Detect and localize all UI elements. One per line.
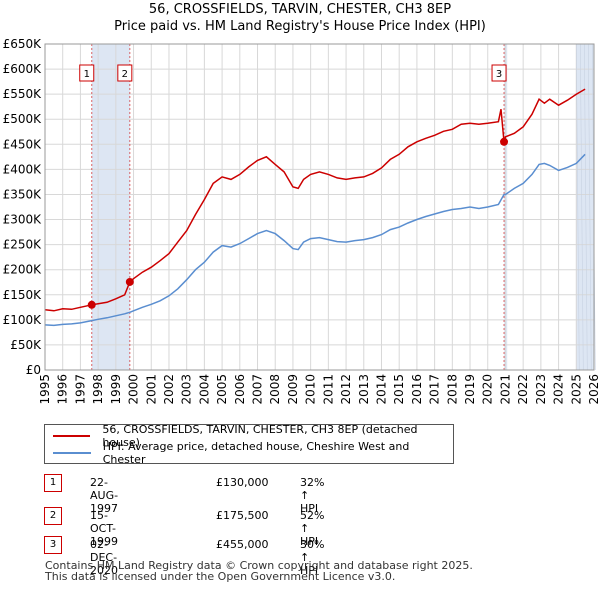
transaction-price: £130,000	[216, 476, 269, 489]
legend-item-property: 56, CROSSFIELDS, TARVIN, CHESTER, CH3 8E…	[53, 423, 453, 449]
footer-copyright: Contains HM Land Registry data © Crown c…	[45, 559, 473, 572]
legend-swatch-property	[53, 435, 91, 437]
x-tick-label: 2009	[286, 374, 300, 405]
x-tick-label: 1999	[109, 374, 123, 405]
x-tick-label: 2013	[357, 374, 371, 405]
x-tick-label: 2026	[587, 374, 600, 405]
x-tick-label: 2010	[304, 374, 318, 405]
future-hatch	[579, 43, 584, 371]
transaction-hpi-diff: 32% ↑ HPI	[300, 476, 325, 515]
legend-item-hpi: HPI: Average price, detached house, Ches…	[53, 440, 453, 466]
shaded-period	[576, 44, 594, 370]
x-tick-label: 2008	[268, 374, 282, 405]
transaction-marker: 1	[44, 474, 62, 492]
y-tick-label: £150K	[3, 288, 43, 302]
x-tick-label: 2007	[251, 374, 265, 405]
x-tick-label: 2003	[180, 374, 194, 405]
sale-point	[87, 300, 96, 309]
transaction-date: 02-DEC-2020	[90, 538, 118, 577]
x-tick-label: 2021	[498, 374, 512, 405]
y-tick-label: £550K	[3, 87, 43, 101]
sale-point	[125, 277, 134, 286]
x-tick-label: 2024	[552, 374, 566, 405]
x-tick-label: 2011	[321, 374, 335, 405]
x-tick-label: 2019	[463, 374, 477, 405]
future-hatch	[575, 43, 580, 371]
transaction-hpi-diff: 30% ↑ HPI	[300, 538, 325, 577]
transaction-price: £175,500	[216, 509, 269, 522]
x-tick-label: 2018	[445, 374, 459, 405]
x-tick-label: 2005	[215, 374, 229, 405]
y-tick-label: £450K	[3, 137, 43, 151]
sale-label-box	[117, 64, 133, 82]
x-tick-label: 2002	[162, 374, 176, 405]
x-tick-label: 2004	[197, 374, 211, 405]
sale-label-box	[79, 64, 95, 82]
x-tick-label: 2025	[569, 374, 583, 405]
price-chart: 1 2 3 £0 £50K £100K £150K £200K £250K £300K £350K £…	[3, 37, 600, 405]
x-tick-label: 2023	[534, 374, 548, 405]
sale-point	[500, 137, 509, 146]
x-tick-label: 2006	[233, 374, 247, 405]
y-tick-label: £600K	[3, 62, 43, 76]
y-tick-label: £400K	[3, 162, 43, 176]
future-hatch	[587, 43, 592, 371]
transaction-date: 15-OCT-1999	[90, 509, 118, 548]
future-hatch	[583, 43, 588, 371]
transaction-marker: 3	[44, 536, 62, 554]
y-tick-label: £0	[26, 363, 41, 377]
y-tick-label: £650K	[3, 37, 43, 51]
x-tick-label: 2000	[127, 374, 141, 405]
legend-swatch-hpi	[53, 452, 91, 454]
transaction-marker: 2	[44, 507, 62, 525]
y-tick-label: £300K	[3, 213, 43, 227]
transaction-date: 22-AUG-1997	[90, 476, 119, 515]
y-tick-label: £200K	[3, 263, 43, 277]
x-tick-label: 2012	[339, 374, 353, 405]
x-tick-label: 2014	[374, 374, 388, 405]
x-tick-label: 1997	[73, 374, 87, 405]
x-tick-label: 2001	[144, 374, 158, 405]
x-tick-label: 2015	[392, 374, 406, 405]
transaction-price: £455,000	[216, 538, 269, 551]
chart-title: 56, CROSSFIELDS, TARVIN, CHESTER, CH3 8E…	[148, 2, 452, 17]
sale-label: 1	[84, 69, 90, 80]
sale-label: 2	[122, 69, 128, 80]
y-tick-label: £250K	[3, 238, 43, 252]
sale-label: 3	[496, 69, 502, 80]
x-tick-label: 2020	[481, 374, 495, 405]
shaded-period	[91, 44, 130, 370]
y-tick-label: £50K	[10, 338, 42, 352]
x-tick-label: 1998	[91, 374, 105, 405]
footer: Contains HM Land Registry data © Crown c…	[45, 560, 473, 582]
plot-frame	[44, 43, 595, 371]
legend-label-hpi: HPI: Average price, detached house, Ches…	[102, 440, 410, 466]
x-tick-label: 2022	[516, 374, 530, 405]
x-tick-label: 2017	[428, 374, 442, 405]
x-tick-label: 1996	[56, 374, 70, 405]
y-tick-label: £350K	[3, 187, 43, 201]
footer-licence: This data is licensed under the Open Gov…	[45, 570, 396, 583]
sale-label-box	[491, 64, 507, 82]
legend-label-property: 56, CROSSFIELDS, TARVIN, CHESTER, CH3 8E…	[102, 423, 418, 449]
hpi-line	[44, 153, 586, 327]
x-tick-label: 1995	[38, 374, 52, 405]
transaction-hpi-diff: 52% ↑ HPI	[300, 509, 325, 548]
y-tick-label: £100K	[3, 313, 43, 327]
x-tick-label: 2016	[410, 374, 424, 405]
chart-subtitle: Price paid vs. HM Land Registry's House …	[114, 19, 486, 34]
chart-legend: 56, CROSSFIELDS, TARVIN, CHESTER, CH3 8E…	[44, 423, 454, 466]
y-tick-label: £500K	[3, 112, 43, 126]
